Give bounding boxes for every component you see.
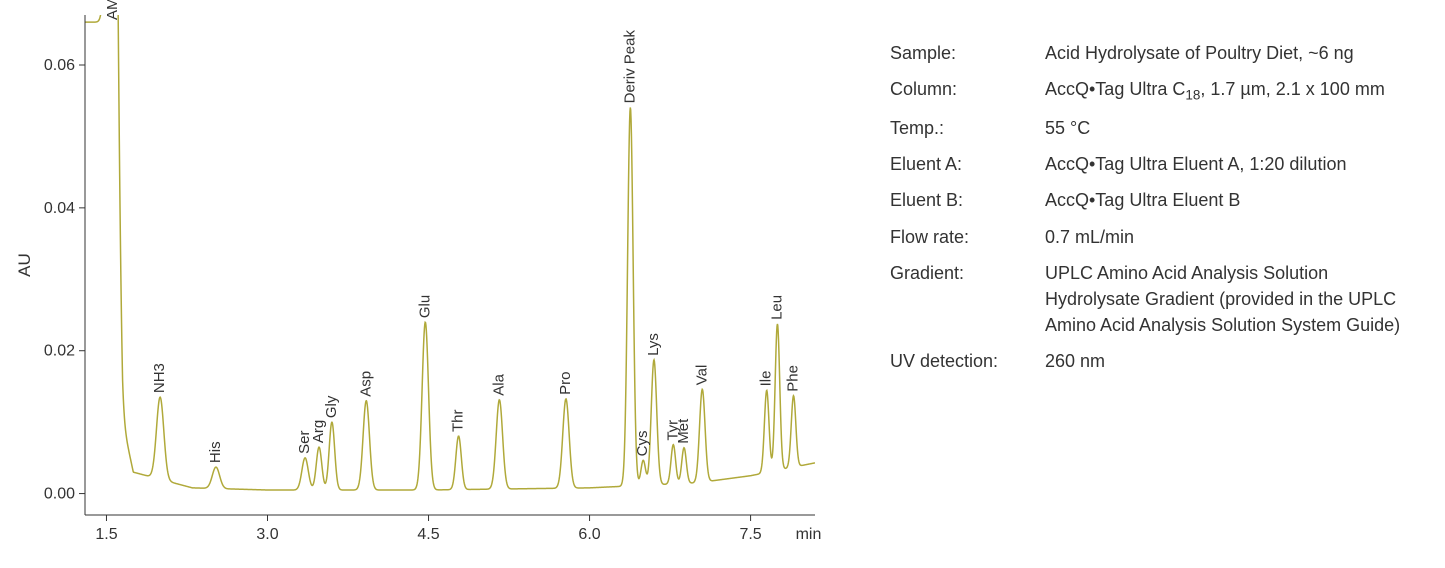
y-tick-label: 0.00 — [44, 486, 75, 503]
y-tick-label: 0.02 — [44, 343, 75, 360]
param-row-gradient: Gradient: UPLC Amino Acid Analysis Solut… — [890, 260, 1425, 338]
peak-label: Lys — [645, 333, 662, 356]
param-value: UPLC Amino Acid Analysis Solution Hydrol… — [1045, 260, 1425, 338]
param-value: 0.7 mL/min — [1045, 224, 1425, 250]
peak-label: Deriv Peak — [621, 30, 638, 104]
x-tick-label: 4.5 — [417, 526, 439, 543]
param-row-sample: Sample: Acid Hydrolysate of Poultry Diet… — [890, 40, 1425, 66]
param-value: Acid Hydrolysate of Poultry Diet, ~6 ng — [1045, 40, 1425, 66]
param-label: Temp.: — [890, 115, 1045, 141]
param-label: Eluent A: — [890, 151, 1045, 177]
peak-label: Ala — [490, 373, 507, 395]
x-tick-label: 1.5 — [95, 526, 117, 543]
param-row-eluent-a: Eluent A: AccQ•Tag Ultra Eluent A, 1:20 … — [890, 151, 1425, 177]
param-value: AccQ•Tag Ultra Eluent B — [1045, 187, 1425, 213]
peak-label: NH3 — [151, 363, 168, 393]
peak-label: Leu — [768, 295, 785, 320]
peak-label: His — [207, 441, 224, 463]
param-row-uv: UV detection: 260 nm — [890, 348, 1425, 374]
column-sub: 18 — [1185, 88, 1200, 103]
param-label: Column: — [890, 76, 1045, 105]
param-row-flow-rate: Flow rate: 0.7 mL/min — [890, 224, 1425, 250]
column-post: , 1.7 µm, 2.1 x 100 mm — [1200, 79, 1384, 99]
x-axis-unit: min — [796, 526, 822, 543]
chromatogram-panel: 0.00 0.02 0.04 0.06 1.5 3.0 4.5 6.0 7.5 min AU AMQ N… — [0, 0, 830, 568]
peak-label: Ile — [758, 371, 775, 387]
peak-label: Arg — [310, 420, 327, 443]
param-value: 55 °C — [1045, 115, 1425, 141]
parameters-panel: Sample: Acid Hydrolysate of Poultry Diet… — [830, 0, 1445, 568]
peak-label: AMQ — [104, 0, 121, 20]
param-value: 260 nm — [1045, 348, 1425, 374]
param-row-temp: Temp.: 55 °C — [890, 115, 1425, 141]
x-tick-label: 7.5 — [739, 526, 761, 543]
peak-label: Asp — [357, 371, 374, 397]
peak-label: Cys — [634, 431, 651, 457]
param-label: Eluent B: — [890, 187, 1045, 213]
param-row-column: Column: AccQ•Tag Ultra C18, 1.7 µm, 2.1 … — [890, 76, 1425, 105]
peak-label: Thr — [450, 410, 467, 433]
peak-label: Gly — [323, 395, 340, 418]
param-row-eluent-b: Eluent B: AccQ•Tag Ultra Eluent B — [890, 187, 1425, 213]
param-label: Gradient: — [890, 260, 1045, 338]
param-label: Flow rate: — [890, 224, 1045, 250]
y-tick-label: 0.04 — [44, 200, 75, 217]
peak-label: Pro — [557, 372, 574, 395]
peak-label: Glu — [416, 295, 433, 318]
x-tick-label: 6.0 — [578, 526, 600, 543]
param-label: Sample: — [890, 40, 1045, 66]
param-label: UV detection: — [890, 348, 1045, 374]
chromatogram-svg: 0.00 0.02 0.04 0.06 1.5 3.0 4.5 6.0 7.5 min AU AMQ N… — [0, 0, 830, 568]
peak-label: Met — [675, 418, 692, 444]
column-pre: AccQ•Tag Ultra C — [1045, 79, 1185, 99]
layout-container: 0.00 0.02 0.04 0.06 1.5 3.0 4.5 6.0 7.5 min AU AMQ N… — [0, 0, 1445, 568]
peak-label: Phe — [785, 365, 802, 392]
y-tick-label: 0.06 — [44, 57, 75, 74]
peak-label: Val — [693, 365, 710, 386]
y-axis-label: AU — [15, 253, 34, 277]
param-value: AccQ•Tag Ultra C18, 1.7 µm, 2.1 x 100 mm — [1045, 76, 1425, 105]
param-value: AccQ•Tag Ultra Eluent A, 1:20 dilution — [1045, 151, 1425, 177]
x-tick-label: 3.0 — [256, 526, 278, 543]
